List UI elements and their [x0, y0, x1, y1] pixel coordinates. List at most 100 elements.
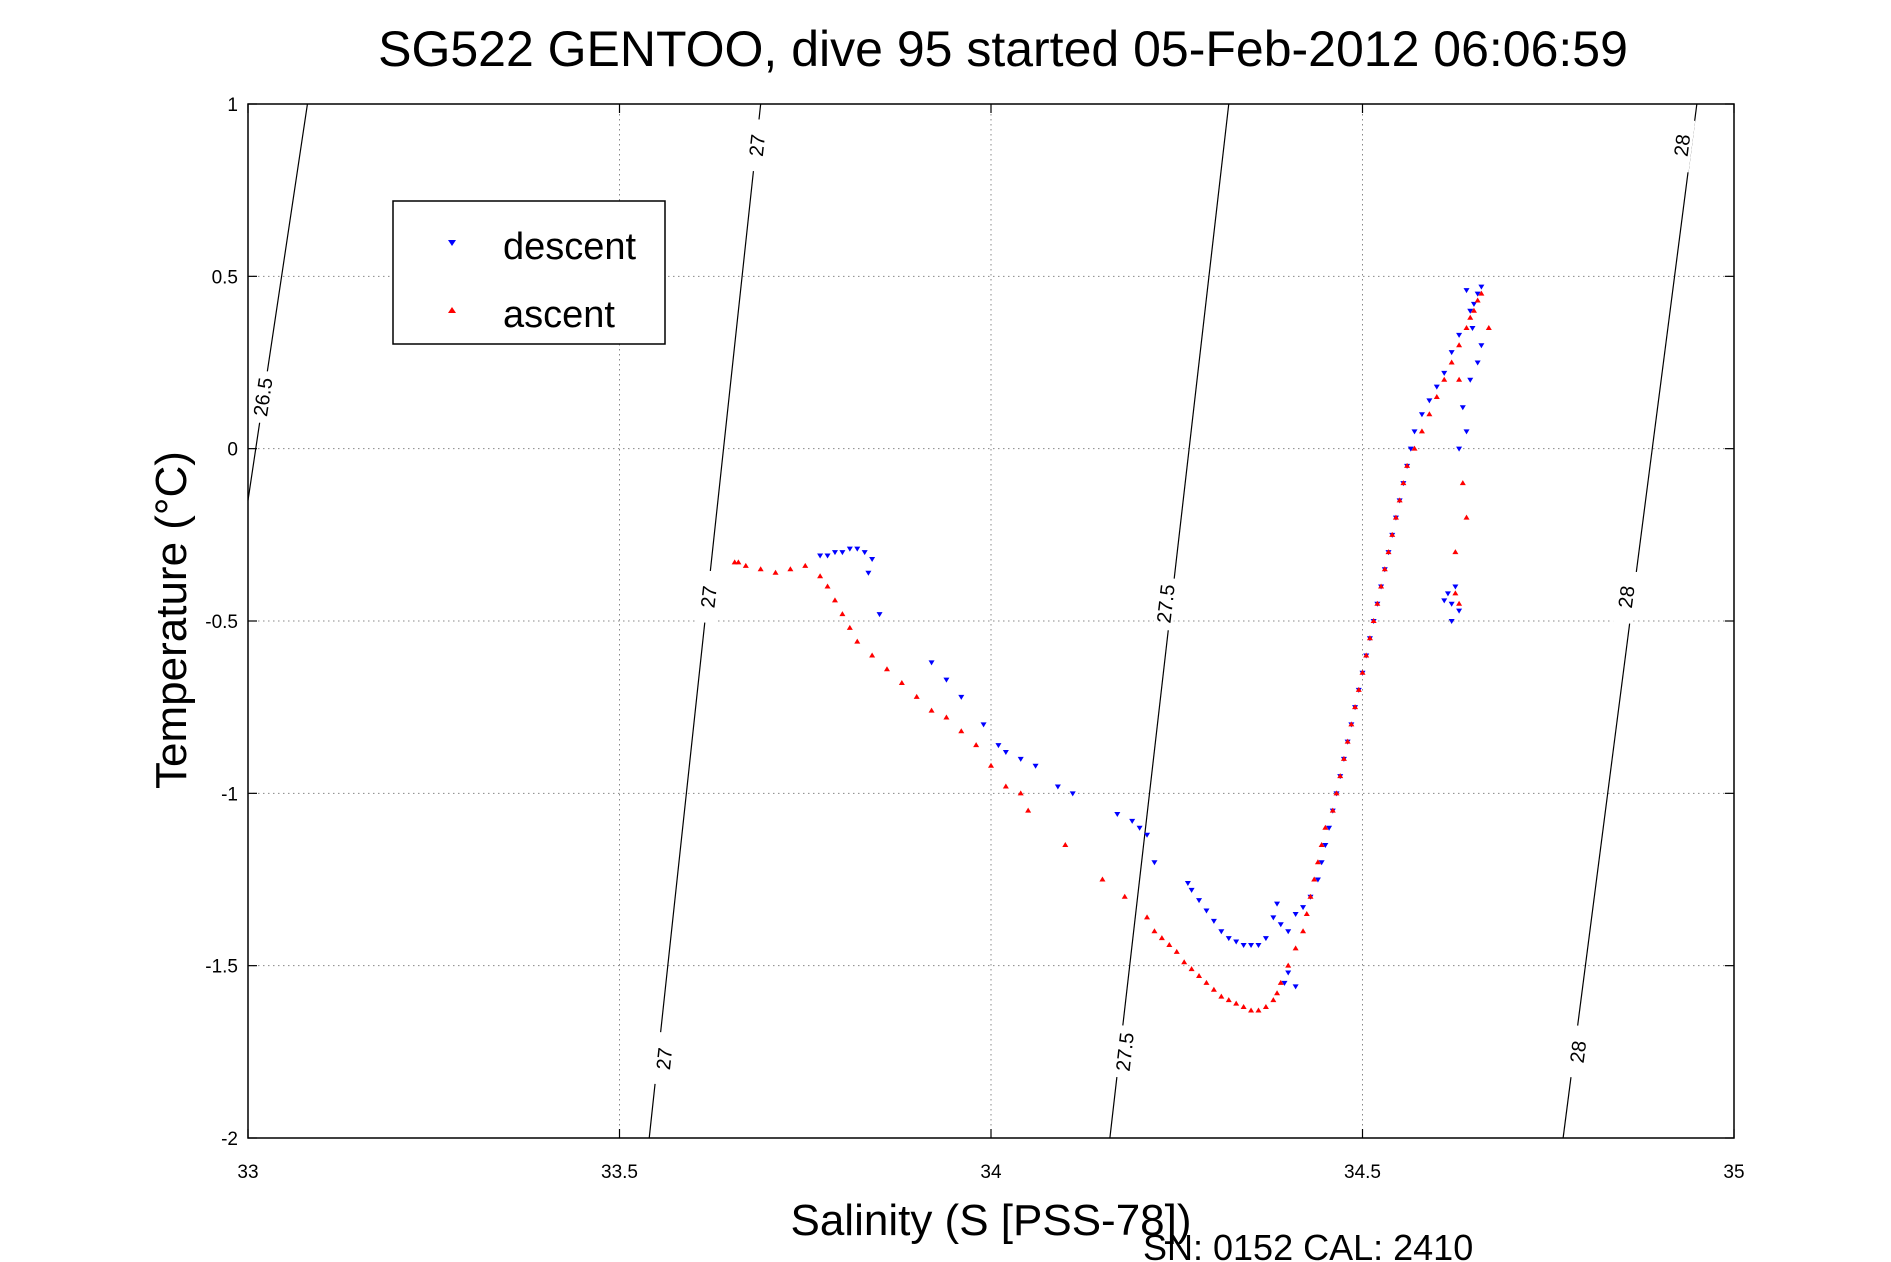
ascent-point	[1144, 914, 1151, 920]
descent-point	[876, 612, 883, 618]
ascent-point	[1181, 959, 1188, 965]
y-tick-label: -1	[221, 784, 238, 805]
ascent-point	[1418, 428, 1425, 434]
ascent-point	[1381, 566, 1388, 572]
descent-point	[1322, 843, 1329, 849]
descent-point	[1433, 384, 1440, 390]
ascent-point	[1270, 997, 1277, 1003]
ascent-point	[1452, 549, 1459, 555]
ascent-point	[787, 566, 794, 572]
ascent-point	[831, 597, 838, 603]
ascent-point	[1248, 1007, 1255, 1013]
ascent-point	[1173, 948, 1180, 954]
descent-point	[1459, 405, 1466, 411]
contour-label-bg	[1613, 569, 1640, 624]
ascent-point	[1255, 1007, 1262, 1013]
descent-point	[1210, 918, 1217, 924]
descent-point	[1218, 929, 1225, 935]
descent-point	[1184, 880, 1191, 886]
descent-point	[995, 743, 1002, 749]
ascent-point	[742, 562, 749, 568]
ascent-point	[1411, 445, 1418, 451]
descent-point	[1196, 898, 1203, 904]
ascent-point	[1389, 531, 1396, 537]
descent-point	[831, 550, 838, 556]
descent-point	[1441, 598, 1448, 604]
contour-label: 27	[653, 1047, 677, 1071]
ascent-point	[1233, 1000, 1240, 1006]
ascent-point	[898, 680, 905, 686]
descent-point	[1262, 936, 1269, 942]
descent-point	[980, 722, 987, 728]
ascent-point	[1307, 893, 1314, 899]
ascent-point	[883, 666, 890, 672]
contour-label-bg	[1111, 1024, 1138, 1079]
contour-label-bg	[1564, 1024, 1592, 1079]
ascent-point	[1203, 979, 1210, 985]
descent-point	[1463, 429, 1470, 435]
ascent-point	[1456, 376, 1463, 382]
descent-point	[1136, 825, 1143, 831]
descent-point	[869, 556, 876, 562]
ascent-point	[1470, 307, 1477, 313]
chart-title: SG522 GENTOO, dive 95 started 05-Feb-201…	[378, 21, 1628, 77]
ascent-point	[1385, 549, 1392, 555]
contour-label: 28	[1567, 1040, 1592, 1065]
ascent-point	[1392, 514, 1399, 520]
ascent-point	[913, 693, 920, 699]
descent-point	[1456, 446, 1463, 452]
descent-point	[1255, 942, 1262, 948]
ascent-point	[1378, 583, 1385, 589]
descent-point	[1274, 901, 1281, 907]
descent-point	[1225, 936, 1232, 942]
legend: descent ascent	[392, 200, 666, 345]
ascent-point	[973, 742, 980, 748]
legend-box	[392, 200, 666, 345]
ascent-point	[1352, 704, 1359, 710]
ascent-point	[1366, 635, 1373, 641]
y-tick-label: 1	[227, 95, 238, 116]
descent-point	[1017, 756, 1024, 762]
contour-label-bg	[744, 118, 770, 173]
y-tick-label: -2	[221, 1129, 238, 1150]
descent-point	[1426, 398, 1433, 404]
ascent-point	[1277, 979, 1284, 985]
x-tick-label: 35	[1723, 1162, 1744, 1183]
descent-point	[1240, 942, 1247, 948]
ascent-point	[928, 707, 935, 713]
ascent-point	[1025, 807, 1032, 813]
ascent-point	[1463, 514, 1470, 520]
ascent-point	[943, 714, 950, 720]
y-tick-label: -1.5	[205, 957, 238, 978]
descent-point	[1456, 608, 1463, 614]
descent-point	[1326, 825, 1333, 831]
descent-point	[1032, 763, 1039, 769]
ascent-point	[731, 559, 738, 565]
descent-point	[839, 550, 846, 556]
ascent-point	[1151, 928, 1158, 934]
x-tick-label: 34.5	[1344, 1162, 1381, 1183]
contour-label: 27	[698, 585, 722, 609]
ascent-point	[1292, 945, 1299, 951]
contour-label: 28	[1671, 133, 1696, 158]
descent-point	[1452, 584, 1459, 590]
descent-point	[1470, 301, 1477, 307]
descent-point	[1411, 429, 1418, 435]
ascent-point	[1456, 600, 1463, 606]
descent-point	[1129, 818, 1136, 824]
contour-label-bg	[651, 1031, 677, 1086]
contour-label: 28	[1615, 585, 1640, 610]
ascent-point	[1218, 993, 1225, 999]
descent-point	[1151, 860, 1158, 866]
ascent-point	[1348, 721, 1355, 727]
data-series	[731, 284, 1492, 1013]
x-tick-label: 33.5	[601, 1162, 638, 1183]
ascent-point	[869, 652, 876, 658]
descent-point	[1270, 915, 1277, 921]
descent-point	[928, 660, 935, 666]
descent-point	[1069, 791, 1076, 797]
descent-point	[1300, 905, 1307, 911]
descent-point	[958, 694, 965, 700]
descent-point	[1467, 377, 1474, 383]
